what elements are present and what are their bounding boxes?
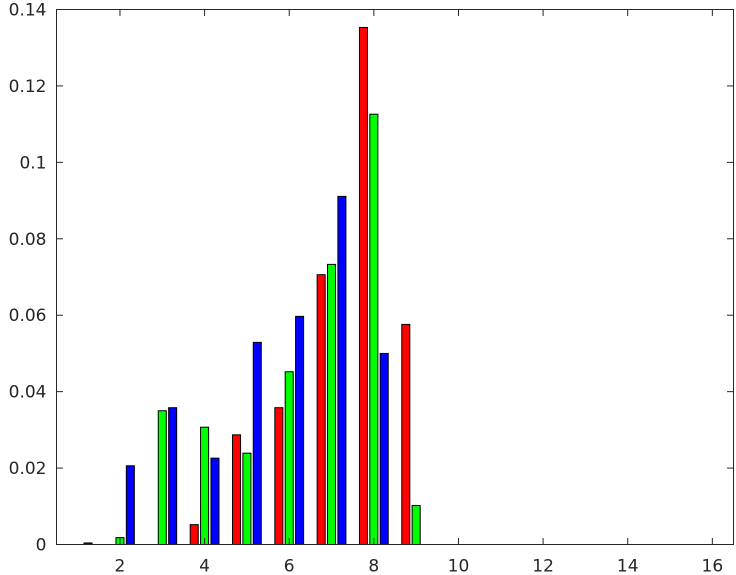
bar-s2-x7 <box>327 263 337 545</box>
y-tick-label: 0.08 <box>9 230 47 250</box>
x-tick-label: 6 <box>284 557 295 575</box>
y-tick-label: 0.06 <box>9 306 47 326</box>
bar-s2-x6 <box>284 371 294 545</box>
bars-group <box>83 26 421 546</box>
bar-s2-x4 <box>200 426 210 545</box>
y-tick-label: 0.04 <box>9 383 47 403</box>
x-tick-label: 14 <box>617 557 639 575</box>
bar-s1-x4 <box>189 524 199 546</box>
x-tick-label: 8 <box>368 557 379 575</box>
y-tick-label: 0.14 <box>9 1 47 21</box>
bar-s2-x5 <box>242 452 252 546</box>
bar-s1-x5 <box>232 434 242 546</box>
bar-s3-x5 <box>252 341 262 545</box>
bar-s3-x2 <box>125 465 135 545</box>
x-tick-label: 12 <box>532 557 554 575</box>
bar-s2-x8 <box>369 113 379 546</box>
y-tick-label: 0 <box>36 536 47 556</box>
x-tick-label: 2 <box>115 557 126 575</box>
bar-s3-x7 <box>337 195 347 545</box>
y-tick-label: 0.1 <box>19 153 46 173</box>
bar-s1-x7 <box>316 274 326 545</box>
x-tick-label: 16 <box>702 557 724 575</box>
bar-s2-x3 <box>157 410 167 545</box>
bar-s1-x8 <box>358 26 368 545</box>
x-tick-label: 4 <box>199 557 210 575</box>
bar-s1-x9 <box>401 323 411 546</box>
bar-s2-x9 <box>411 505 421 545</box>
ticks-group <box>56 9 734 545</box>
bar-s1-x6 <box>274 407 284 545</box>
y-tick-label: 0.02 <box>9 459 47 479</box>
y-tick-label: 0.12 <box>9 77 47 97</box>
bar-s3-x6 <box>295 315 305 545</box>
bar-s3-x3 <box>168 407 178 545</box>
tick-labels-group: 2 4 6 8 10 12 14 16 0 0.02 0.04 0.06 0.08 0.1 0.12 0.14 <box>9 1 724 575</box>
bar-s3-x4 <box>210 457 220 546</box>
x-tick-label: 10 <box>448 557 470 575</box>
plot-area-box <box>56 9 734 545</box>
bar-s3-x8 <box>379 352 389 545</box>
